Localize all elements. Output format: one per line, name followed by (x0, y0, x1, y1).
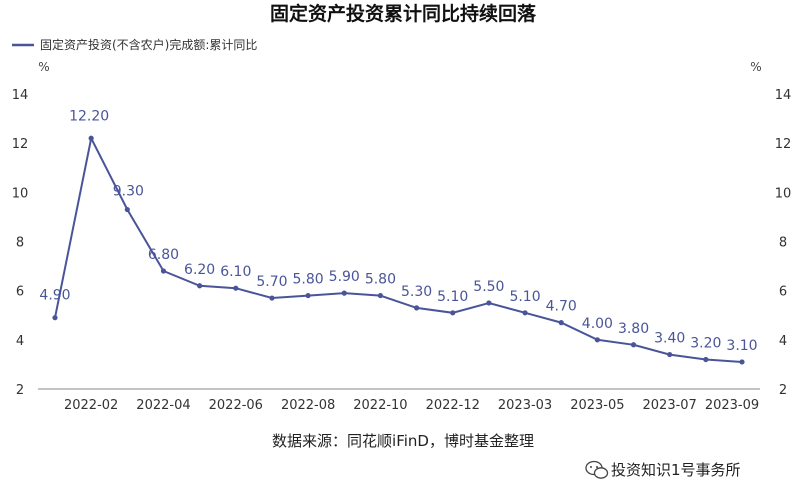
data-point-18 (703, 356, 709, 363)
source-note: 数据来源：同花顺iFinD，博时基金整理 (272, 432, 534, 450)
x-tick-label-8: 2023-07 (643, 398, 697, 413)
y-tick-right-3: 8 (779, 236, 787, 251)
data-point-10 (413, 305, 420, 311)
x-tick-label-2: 2022-06 (209, 398, 263, 413)
data-label-11: 5.10 (437, 289, 468, 305)
data-point-4 (197, 283, 203, 289)
data-point-19 (739, 359, 745, 365)
data-point-16 (630, 342, 637, 348)
x-tick-label-5: 2022-12 (426, 398, 480, 413)
data-label-10: 5.30 (401, 284, 432, 300)
watermark: 投资知识1号事务所 (585, 460, 741, 479)
data-point-8 (341, 290, 347, 296)
data-point-9 (377, 292, 384, 299)
data-label-3: 6.80 (148, 247, 179, 263)
data-point-1 (88, 135, 94, 141)
y-tick-right-6: 14 (775, 88, 792, 103)
watermark-text: 投资知识1号事务所 (611, 461, 741, 479)
y-unit-right: % (750, 60, 761, 74)
data-label-14: 4.70 (546, 299, 577, 315)
data-label-4: 6.20 (184, 262, 215, 278)
data-label-1: 12.20 (69, 108, 109, 124)
wechat-icon (585, 460, 609, 479)
data-label-7: 5.80 (293, 272, 324, 288)
chart-title: 固定资产投资累计同比持续回落 (270, 2, 537, 25)
data-point-3 (160, 268, 167, 274)
legend-label: 固定资产投资(不含农户)完成额:累计同比 (40, 37, 257, 52)
x-axis: 2022-02 2022-04 2022-06 2022-08 2022-10 2022-… (64, 398, 759, 413)
data-point-7 (305, 292, 311, 299)
data-point-14 (558, 320, 564, 326)
data-point-12 (486, 300, 492, 306)
data-label-0: 4.90 (39, 288, 70, 304)
data-point-6 (269, 295, 275, 301)
y-tick-left-1: 4 (16, 334, 24, 349)
data-label-18: 3.20 (690, 336, 721, 352)
legend: 固定资产投资(不含农户)完成额:累计同比 (12, 37, 257, 52)
y-tick-left-0: 2 (16, 383, 24, 398)
x-tick-label-4: 2022-10 (353, 398, 407, 413)
data-point-5 (233, 285, 239, 291)
y-tick-left-2: 6 (16, 285, 24, 300)
data-label-2: 9.30 (113, 184, 144, 200)
data-label-9: 5.80 (365, 272, 396, 288)
data-label-19: 3.10 (726, 338, 757, 354)
x-tick-label-9: 2023-09 (705, 398, 759, 413)
series-points (52, 135, 745, 365)
y-tick-right-4: 10 (775, 186, 792, 201)
y-tick-left-5: 12 (12, 137, 29, 152)
y-tick-left-3: 8 (16, 236, 24, 251)
data-label-8: 5.90 (329, 269, 360, 285)
data-point-2 (124, 206, 130, 213)
y-tick-right-5: 12 (775, 137, 792, 152)
x-tick-label-3: 2022-08 (281, 398, 335, 413)
y-tick-right-0: 2 (779, 383, 787, 398)
y-tick-left-4: 10 (12, 186, 29, 201)
y-tick-right-2: 6 (779, 285, 787, 300)
y-tick-right-1: 4 (779, 334, 787, 349)
data-label-17: 3.40 (654, 331, 685, 347)
data-label-5: 6.10 (220, 264, 251, 280)
data-labels: 4.90 12.20 9.30 6.80 6.20 6.10 5.70 5.80 5.90 5.8… (39, 108, 757, 354)
data-point-0 (52, 315, 58, 321)
data-label-6: 5.70 (256, 274, 287, 290)
y-tick-left-6: 14 (12, 88, 29, 103)
x-tick-label-1: 2022-04 (136, 398, 190, 413)
y-axis-left: 2 4 6 8 10 12 14 (12, 88, 29, 398)
data-point-17 (667, 351, 673, 358)
data-point-11 (450, 310, 456, 316)
data-label-12: 5.50 (473, 279, 504, 295)
x-tick-label-6: 2023-03 (498, 398, 552, 413)
data-point-13 (522, 310, 528, 316)
series-line (54, 135, 743, 363)
data-point-15 (594, 337, 600, 343)
y-unit-left: % (38, 60, 49, 74)
data-label-15: 4.00 (582, 316, 613, 332)
x-tick-label-7: 2023-05 (570, 398, 624, 413)
y-axis-right: 2 4 6 8 10 12 14 (775, 88, 792, 398)
data-label-13: 5.10 (509, 289, 540, 305)
data-label-16: 3.80 (618, 321, 649, 337)
x-tick-label-0: 2022-02 (64, 398, 118, 413)
